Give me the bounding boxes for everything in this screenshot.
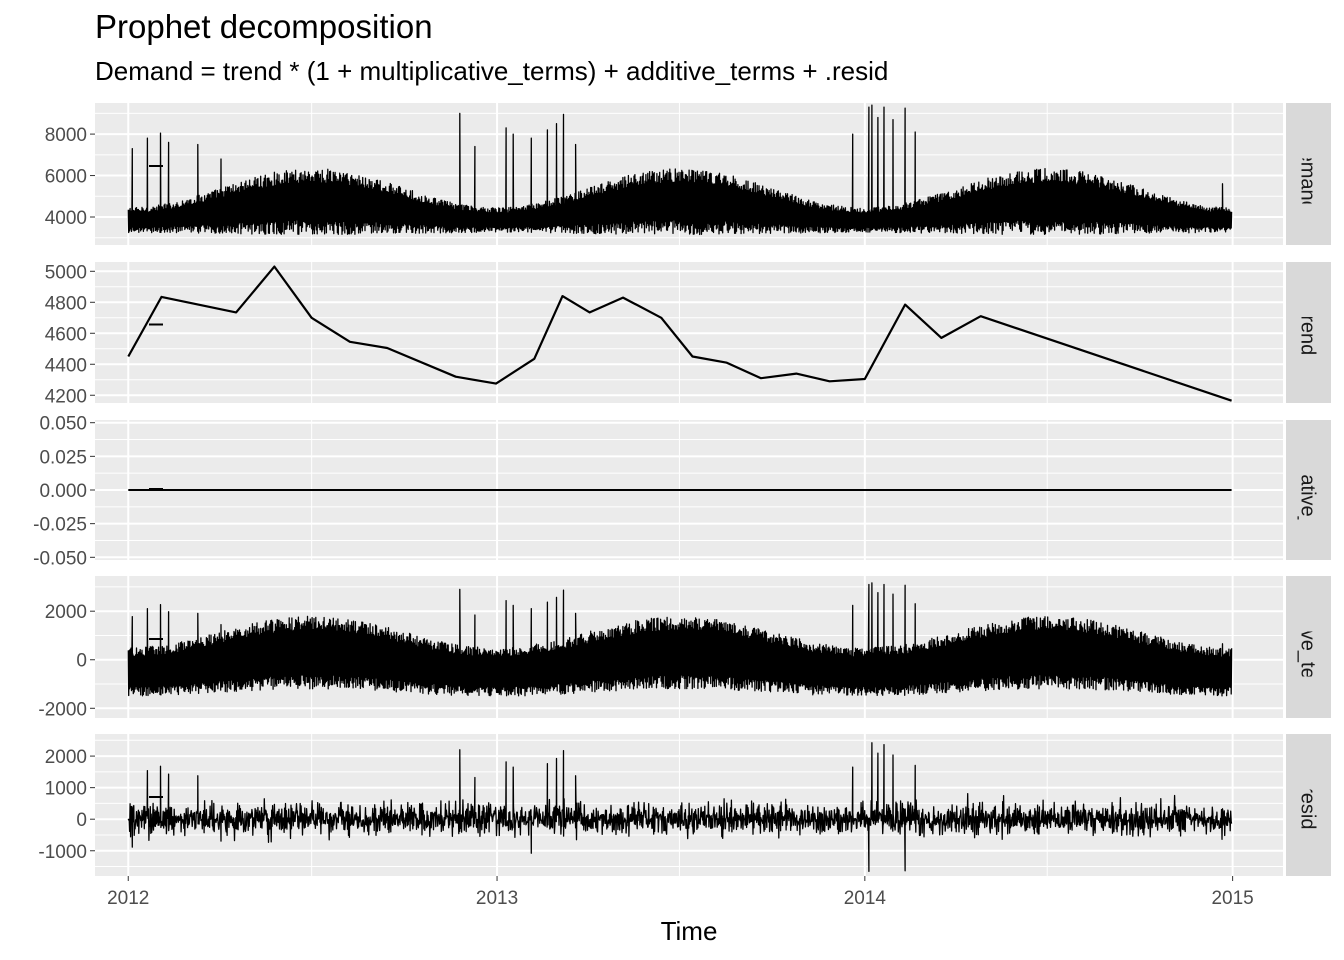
facet-strip: [1286, 576, 1331, 718]
y-tick-label: 4200: [45, 386, 87, 407]
y-tick-label: 4800: [45, 293, 87, 314]
y-tick-label: 2000: [45, 747, 87, 768]
y-tick-label: 0: [76, 651, 87, 672]
y-tick-label: 4000: [45, 208, 87, 229]
x-tick-label: 2015: [1211, 888, 1253, 909]
panel-resid: -1000 0 1000 2000 .resid: [38, 734, 1331, 876]
panel-trend: 4200 4400 4600 4800 5000 trend: [45, 262, 1331, 407]
y-tick-label: 0.000: [39, 481, 87, 502]
x-tick-label: 2013: [476, 888, 518, 909]
y-tick-label: -0.050: [33, 548, 87, 569]
y-tick-label: 0.025: [39, 447, 87, 468]
series-line-additiveterms: [127, 582, 1233, 697]
y-tick-label: -1000: [38, 842, 87, 863]
panel-multiplicativeterms: -0.050 -0.025 0.000 0.025 0.050 multiplicativ…: [33, 402, 1331, 578]
facet-strip: [1286, 103, 1331, 245]
y-tick-label: 2000: [45, 602, 87, 623]
y-tick-label: 1000: [45, 779, 87, 800]
x-axis: 2012 2013 2014 2015: [107, 876, 1254, 909]
series-line-trend: [127, 265, 1232, 402]
facet-strip-label: Demand: [1297, 136, 1319, 212]
series-line-resid: [127, 742, 1233, 873]
x-axis-title: Time: [661, 916, 718, 946]
y-tick-label: 8000: [45, 125, 87, 146]
y-tick-label: 6000: [45, 167, 87, 188]
x-tick-label: 2014: [844, 888, 887, 909]
panel-demand: 4000 6000 8000 Demand: [45, 103, 1331, 245]
chart-title: Prophet decomposition: [95, 8, 433, 45]
panel-additiveterms: -2000 0 2000 additive_terms: [38, 576, 1331, 720]
y-tick-label: -0.025: [33, 515, 87, 536]
chart-subtitle: Demand = trend * (1 + multiplicative_ter…: [95, 56, 889, 86]
facet-strip-label: .resid: [1297, 781, 1319, 830]
y-tick-label: 4600: [45, 324, 87, 345]
y-tick-label: 0: [76, 810, 87, 831]
y-tick-label: 5000: [45, 262, 87, 283]
y-tick-label: -2000: [38, 699, 87, 720]
y-tick-label: 0.050: [39, 414, 87, 435]
series-line-demand: [127, 104, 1233, 236]
facet-strip-label: additive_terms: [1297, 582, 1319, 712]
facet-strip: [1286, 734, 1331, 876]
y-tick-label: 4400: [45, 355, 87, 376]
facet-strip: [1286, 420, 1331, 560]
facet-strip-label: trend: [1297, 310, 1319, 356]
facet-strip: [1286, 262, 1331, 403]
x-tick-label: 2012: [107, 888, 149, 909]
facet-strip-label: multiplicative_terms: [1297, 402, 1319, 578]
